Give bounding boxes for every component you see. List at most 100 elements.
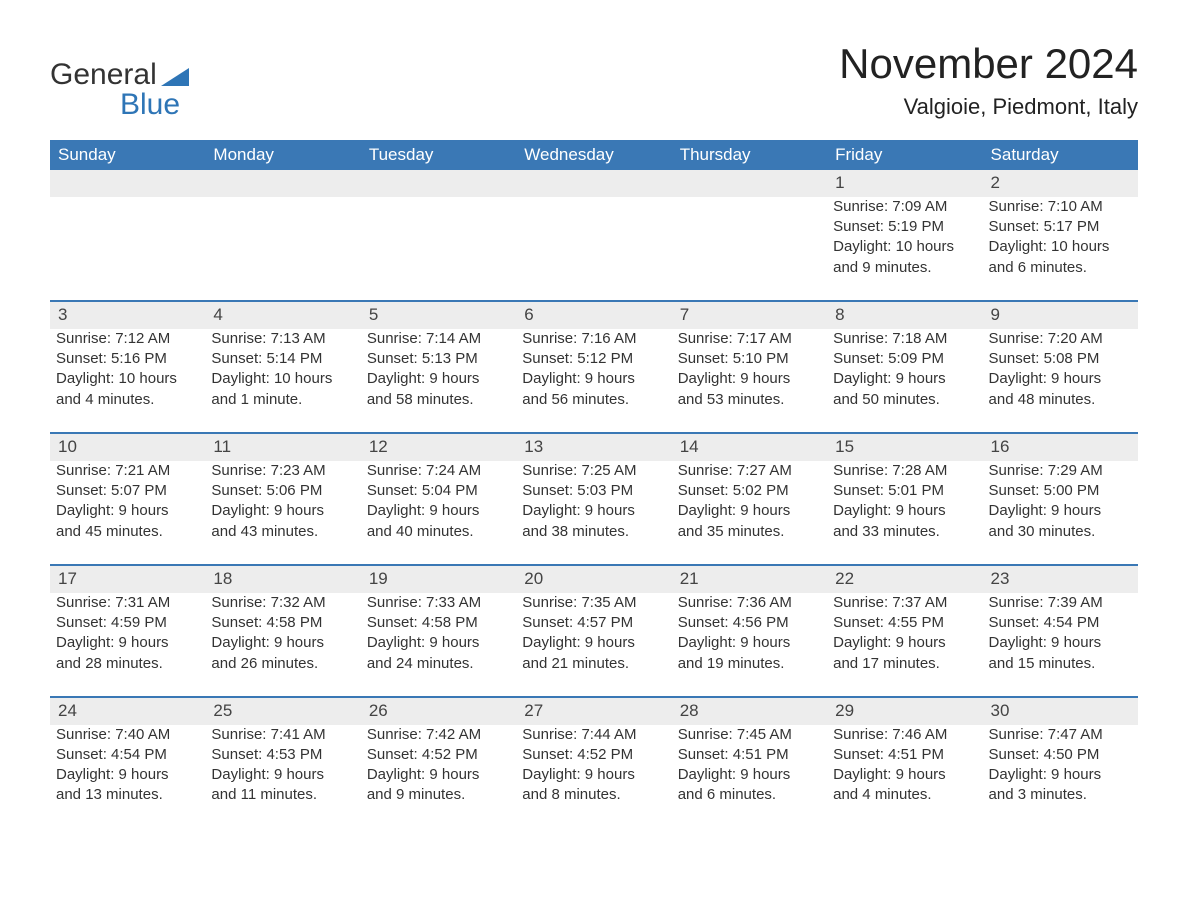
logo-word2: Blue [50, 90, 189, 120]
empty-day-number [361, 170, 516, 197]
day-line: and 50 minutes. [833, 390, 976, 410]
day-line: Sunrise: 7:18 AM [833, 329, 976, 349]
day-cell: Sunrise: 7:42 AMSunset: 4:52 PMDaylight:… [361, 725, 516, 828]
month-title: November 2024 [839, 40, 1138, 88]
day-line: Sunset: 5:17 PM [989, 217, 1132, 237]
day-line: Daylight: 10 hours [211, 369, 354, 389]
day-cell: Sunrise: 7:27 AMSunset: 5:02 PMDaylight:… [672, 461, 827, 565]
day-line: Daylight: 9 hours [833, 369, 976, 389]
day-cell: Sunrise: 7:12 AMSunset: 5:16 PMDaylight:… [50, 329, 205, 433]
day-number: 19 [361, 565, 516, 593]
day-line: Sunset: 5:19 PM [833, 217, 976, 237]
day-line: Daylight: 9 hours [989, 501, 1132, 521]
empty-day-cell [672, 197, 827, 301]
day-line: Daylight: 9 hours [367, 765, 510, 785]
day-line: Sunrise: 7:14 AM [367, 329, 510, 349]
day-line: Sunrise: 7:46 AM [833, 725, 976, 745]
day-line: Sunrise: 7:32 AM [211, 593, 354, 613]
day-line: Sunset: 5:02 PM [678, 481, 821, 501]
day-line: Sunrise: 7:20 AM [989, 329, 1132, 349]
day-cell: Sunrise: 7:31 AMSunset: 4:59 PMDaylight:… [50, 593, 205, 697]
day-number-row: 3456789 [50, 301, 1138, 329]
day-line: and 26 minutes. [211, 654, 354, 674]
day-line: Sunset: 5:03 PM [522, 481, 665, 501]
day-cell: Sunrise: 7:41 AMSunset: 4:53 PMDaylight:… [205, 725, 360, 828]
day-line: Sunrise: 7:47 AM [989, 725, 1132, 745]
empty-day-number [205, 170, 360, 197]
day-cell: Sunrise: 7:20 AMSunset: 5:08 PMDaylight:… [983, 329, 1138, 433]
day-line: Daylight: 9 hours [522, 633, 665, 653]
day-line: Sunrise: 7:23 AM [211, 461, 354, 481]
day-detail-row: Sunrise: 7:09 AMSunset: 5:19 PMDaylight:… [50, 197, 1138, 301]
day-line: and 9 minutes. [367, 785, 510, 805]
day-line: Sunrise: 7:13 AM [211, 329, 354, 349]
day-line: Sunset: 4:52 PM [522, 745, 665, 765]
day-number: 1 [827, 170, 982, 197]
day-line: Daylight: 9 hours [522, 501, 665, 521]
day-detail-row: Sunrise: 7:31 AMSunset: 4:59 PMDaylight:… [50, 593, 1138, 697]
day-line: Daylight: 9 hours [833, 501, 976, 521]
weekday-header: Monday [205, 140, 360, 170]
day-line: Sunrise: 7:25 AM [522, 461, 665, 481]
day-cell: Sunrise: 7:32 AMSunset: 4:58 PMDaylight:… [205, 593, 360, 697]
day-line: Sunrise: 7:39 AM [989, 593, 1132, 613]
day-line: and 6 minutes. [989, 258, 1132, 278]
day-number-row: 10111213141516 [50, 433, 1138, 461]
day-cell: Sunrise: 7:10 AMSunset: 5:17 PMDaylight:… [983, 197, 1138, 301]
day-cell: Sunrise: 7:36 AMSunset: 4:56 PMDaylight:… [672, 593, 827, 697]
day-detail-row: Sunrise: 7:21 AMSunset: 5:07 PMDaylight:… [50, 461, 1138, 565]
day-line: Daylight: 9 hours [56, 501, 199, 521]
day-line: Sunrise: 7:17 AM [678, 329, 821, 349]
day-line: Sunset: 4:51 PM [678, 745, 821, 765]
day-line: and 11 minutes. [211, 785, 354, 805]
day-line: and 13 minutes. [56, 785, 199, 805]
empty-day-cell [205, 197, 360, 301]
weekday-header: Tuesday [361, 140, 516, 170]
day-line: Sunset: 5:04 PM [367, 481, 510, 501]
day-number: 30 [983, 697, 1138, 725]
day-line: Sunset: 5:16 PM [56, 349, 199, 369]
day-line: Sunrise: 7:12 AM [56, 329, 199, 349]
day-line: Daylight: 9 hours [211, 765, 354, 785]
day-line: Sunrise: 7:37 AM [833, 593, 976, 613]
day-line: Sunset: 4:53 PM [211, 745, 354, 765]
day-line: Daylight: 10 hours [56, 369, 199, 389]
day-number: 16 [983, 433, 1138, 461]
day-line: and 30 minutes. [989, 522, 1132, 542]
day-cell: Sunrise: 7:25 AMSunset: 5:03 PMDaylight:… [516, 461, 671, 565]
day-number: 6 [516, 301, 671, 329]
day-number: 26 [361, 697, 516, 725]
empty-day-number [50, 170, 205, 197]
day-number: 2 [983, 170, 1138, 197]
day-line: Sunset: 5:01 PM [833, 481, 976, 501]
day-number: 17 [50, 565, 205, 593]
day-line: and 21 minutes. [522, 654, 665, 674]
day-line: Sunset: 4:50 PM [989, 745, 1132, 765]
day-number: 9 [983, 301, 1138, 329]
day-number-row: 17181920212223 [50, 565, 1138, 593]
day-line: and 38 minutes. [522, 522, 665, 542]
day-cell: Sunrise: 7:47 AMSunset: 4:50 PMDaylight:… [983, 725, 1138, 828]
day-line: Sunrise: 7:16 AM [522, 329, 665, 349]
day-number: 12 [361, 433, 516, 461]
day-line: and 56 minutes. [522, 390, 665, 410]
weekday-header: Wednesday [516, 140, 671, 170]
day-line: Sunset: 5:13 PM [367, 349, 510, 369]
day-line: Sunset: 5:09 PM [833, 349, 976, 369]
day-number: 29 [827, 697, 982, 725]
day-line: Daylight: 9 hours [989, 633, 1132, 653]
day-line: Sunrise: 7:42 AM [367, 725, 510, 745]
day-cell: Sunrise: 7:40 AMSunset: 4:54 PMDaylight:… [50, 725, 205, 828]
day-line: and 45 minutes. [56, 522, 199, 542]
day-number: 21 [672, 565, 827, 593]
day-line: and 33 minutes. [833, 522, 976, 542]
day-line: Sunset: 5:08 PM [989, 349, 1132, 369]
day-line: Sunrise: 7:28 AM [833, 461, 976, 481]
day-number: 28 [672, 697, 827, 725]
day-line: Daylight: 9 hours [522, 369, 665, 389]
empty-day-cell [50, 197, 205, 301]
day-line: Daylight: 9 hours [678, 633, 821, 653]
day-line: and 40 minutes. [367, 522, 510, 542]
day-line: Daylight: 9 hours [833, 765, 976, 785]
day-line: and 4 minutes. [833, 785, 976, 805]
